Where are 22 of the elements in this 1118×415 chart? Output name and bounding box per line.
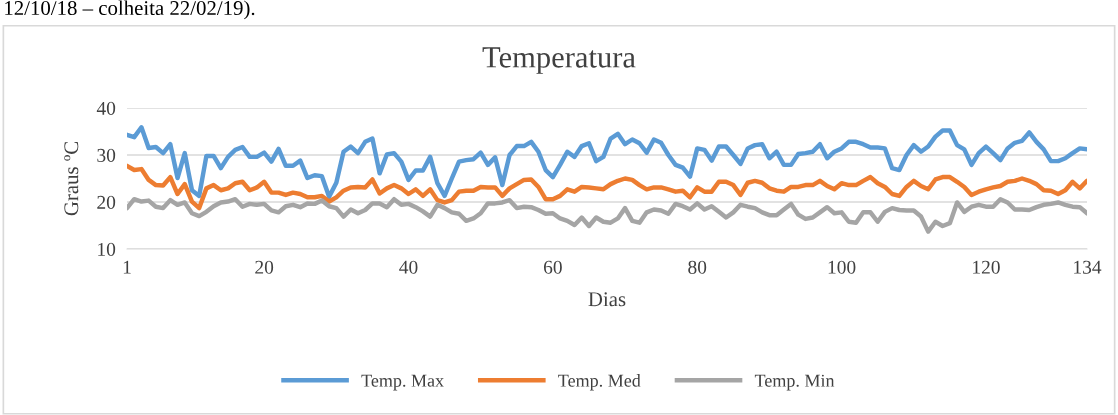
y-tick-label: 10 xyxy=(98,242,116,256)
y-tick-label: 20 xyxy=(97,195,116,209)
y-tick-label: 30 xyxy=(97,148,116,162)
line-series xyxy=(127,125,1087,200)
x-tick-label: 60 xyxy=(543,260,562,274)
legend-label: Temp. Max xyxy=(361,374,444,391)
text: 12/10/18 – colheita 22/02/19). xyxy=(5,0,255,20)
x-tick-label: 100 xyxy=(828,260,856,274)
line-series xyxy=(127,196,1087,234)
x-tick-label: 134 xyxy=(1074,260,1102,274)
line-series xyxy=(127,163,1087,211)
chart-title: Temperatura xyxy=(482,47,636,74)
x-tick-label: 1 xyxy=(123,260,131,274)
x-axis-title: Dias xyxy=(588,292,626,307)
x-tick-label: 40 xyxy=(399,260,418,274)
x-tick-label: 20 xyxy=(255,260,274,274)
x-tick-label: 80 xyxy=(688,260,707,274)
y-tick-label: 40 xyxy=(96,101,116,115)
legend-label: Temp. Med xyxy=(558,374,641,391)
legend-label: Temp. Min xyxy=(754,374,835,391)
y-axis-title: Graus ºC xyxy=(64,141,79,216)
x-tick-label: 120 xyxy=(973,260,1000,274)
